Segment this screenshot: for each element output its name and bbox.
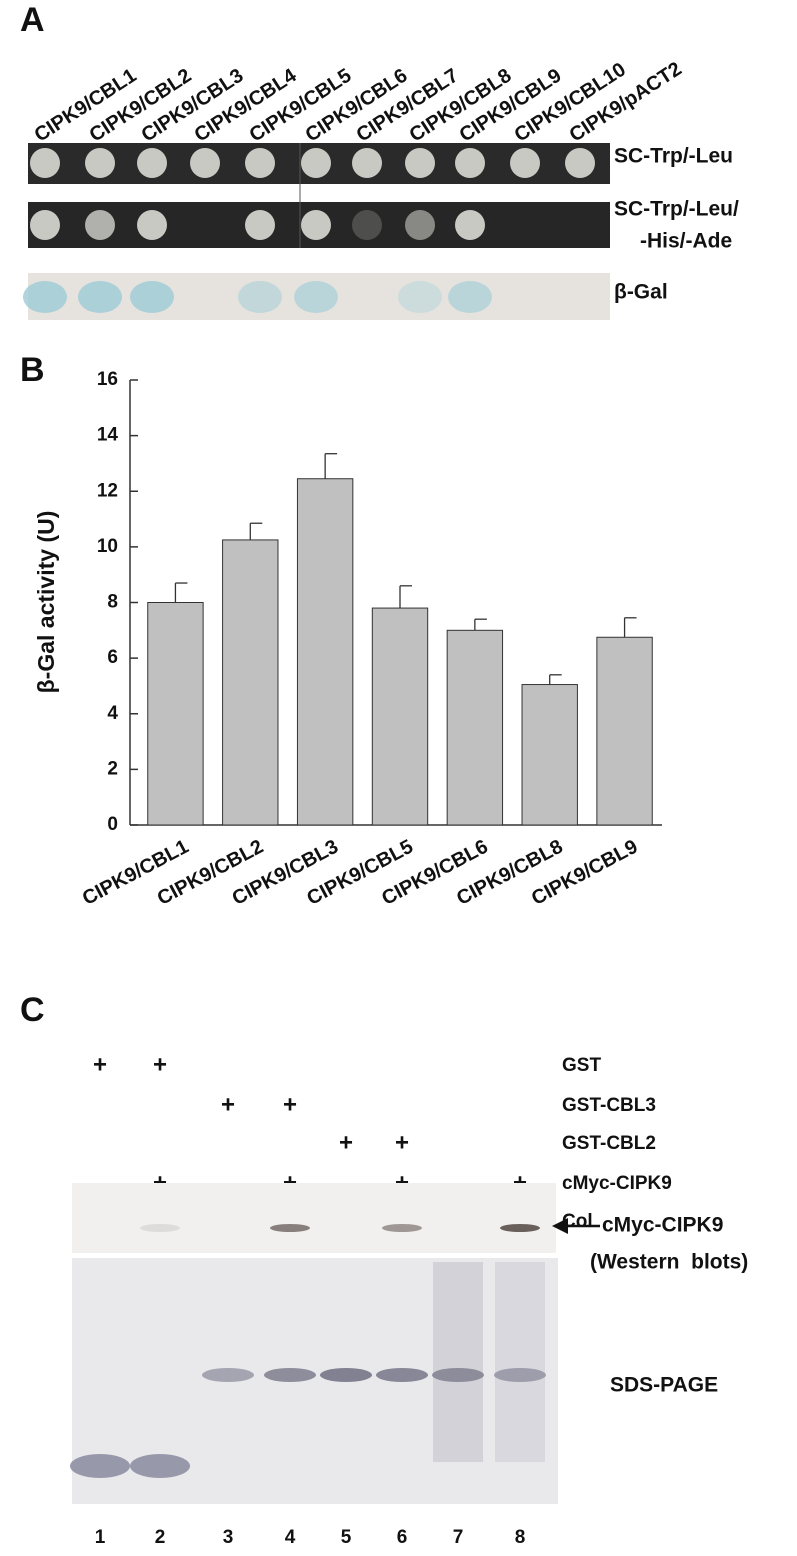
lane-number: 7 (453, 1527, 464, 1548)
blue-stain (398, 281, 442, 313)
y-axis-label: β-Gal activity (U) (33, 511, 59, 694)
colony (245, 148, 275, 178)
lane-number: 2 (155, 1527, 166, 1548)
lane-number: 6 (397, 1527, 408, 1548)
bar (222, 539, 279, 826)
plus-mark: + (395, 1129, 409, 1156)
y-tick-label: 8 (107, 592, 118, 613)
colony (405, 210, 435, 240)
bar (446, 629, 504, 826)
bar (147, 602, 204, 826)
blue-stain (294, 281, 338, 313)
plus-mark: + (283, 1091, 297, 1118)
blue-stain (238, 281, 282, 313)
gel-band (130, 1454, 190, 1478)
row-label: cMyc-CIPK9 (562, 1173, 672, 1194)
colony (190, 148, 220, 178)
colony (30, 210, 60, 240)
row-label: SC-Trp/-Leu/ (614, 198, 739, 221)
row-label: GST (562, 1055, 601, 1076)
gel-label: SDS-PAGE (610, 1374, 718, 1397)
panel-label: B (20, 351, 45, 389)
colony (510, 148, 540, 178)
colony (455, 148, 485, 178)
lane-number: 8 (515, 1527, 526, 1548)
y-tick-label: 0 (107, 814, 118, 835)
y-tick-label: 12 (97, 480, 118, 501)
row-label: -His/-Ade (640, 230, 732, 253)
colony (405, 148, 435, 178)
colony (455, 210, 485, 240)
gel-band (264, 1368, 316, 1382)
gel-band (432, 1368, 484, 1382)
bar (521, 684, 578, 826)
arrow-head (552, 1218, 568, 1234)
blot-band (500, 1224, 540, 1232)
western-blot (72, 1183, 556, 1253)
colony (352, 148, 382, 178)
y-tick-label: 10 (97, 536, 118, 557)
lane-number: 3 (223, 1527, 234, 1548)
plus-mark: + (339, 1129, 353, 1156)
colony (565, 148, 595, 178)
y-tick-label: 2 (107, 758, 118, 779)
y-tick-label: 6 (107, 647, 118, 668)
lane-number: 1 (95, 1527, 106, 1548)
arrow-label: cMyc-CIPK9 (602, 1214, 723, 1237)
gel-band (494, 1368, 546, 1382)
colony (301, 148, 331, 178)
blue-stain (130, 281, 174, 313)
row-label: GST-CBL3 (562, 1095, 656, 1116)
colony (85, 210, 115, 240)
blot-band (382, 1224, 422, 1232)
y-tick-label: 16 (97, 369, 118, 390)
blue-stain (78, 281, 122, 313)
blue-stain (448, 281, 492, 313)
plus-mark: + (153, 1051, 167, 1078)
y-tick-label: 14 (97, 425, 119, 446)
row-label: SC-Trp/-Leu (614, 145, 733, 168)
plus-mark: + (221, 1091, 235, 1118)
y-tick-label: 4 (107, 703, 118, 724)
gel-smear (495, 1262, 545, 1462)
gel-band (376, 1368, 428, 1382)
blot-band (270, 1224, 310, 1232)
gel-band (70, 1454, 130, 1478)
bar (371, 607, 429, 826)
blue-stain (23, 281, 67, 313)
colony (245, 210, 275, 240)
colony (301, 210, 331, 240)
colony (352, 210, 382, 240)
colony (85, 148, 115, 178)
row-label: β-Gal (614, 281, 668, 304)
lane-number: 5 (341, 1527, 352, 1548)
blot-note: (Western blots) (590, 1251, 748, 1274)
colony (30, 148, 60, 178)
gel-smear (433, 1262, 483, 1462)
panel-label: C (20, 991, 45, 1029)
colony (137, 148, 167, 178)
lane-number: 4 (285, 1527, 296, 1548)
bar (296, 478, 354, 826)
bar (596, 636, 653, 826)
panel-label: A (20, 1, 45, 39)
gel-band (320, 1368, 372, 1382)
blot-band (140, 1224, 180, 1232)
row-label: GST-CBL2 (562, 1133, 656, 1154)
gel-band (202, 1368, 254, 1382)
colony (137, 210, 167, 240)
plus-mark: + (93, 1051, 107, 1078)
